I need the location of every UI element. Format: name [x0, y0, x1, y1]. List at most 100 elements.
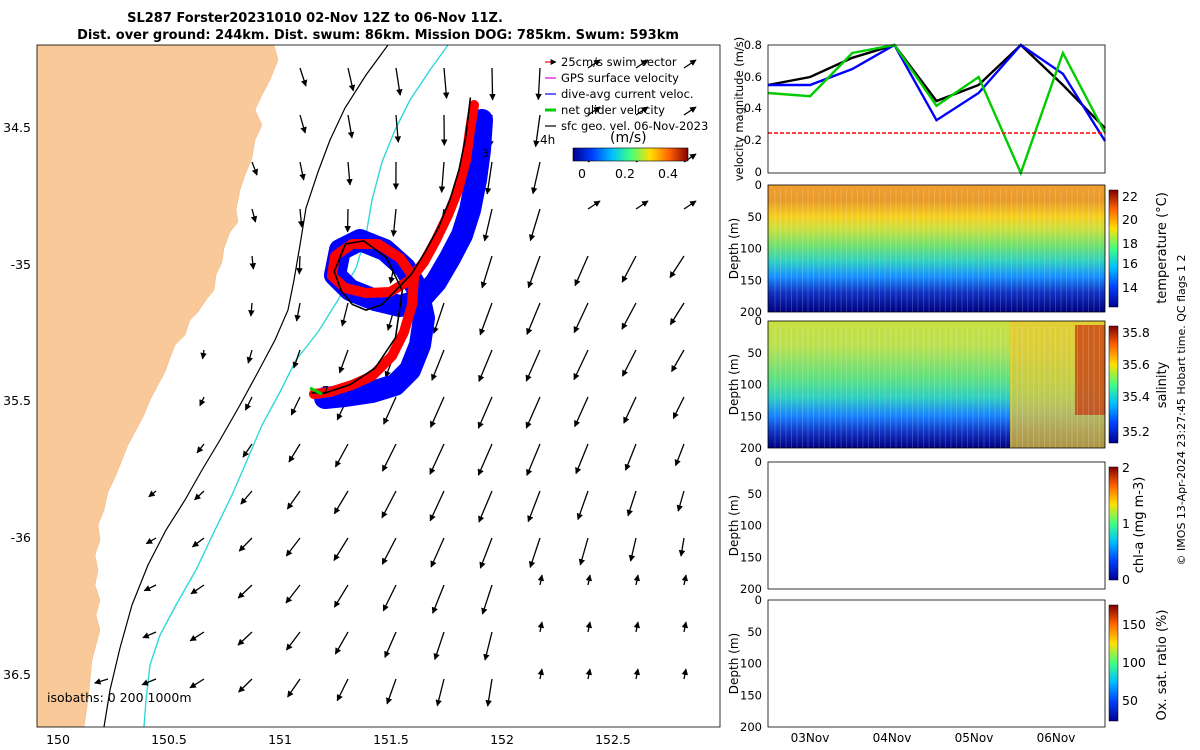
salinity-panel: 35.2 35.4 35.6 35.8 salinity — [767, 320, 1170, 449]
colorbar-tick-02: 0.2 — [615, 166, 635, 181]
depth-tick: 150 — [740, 688, 762, 702]
oxygen-colorbar — [1108, 604, 1119, 722]
geo-velocity-arrow — [585, 574, 593, 586]
geo-velocity-arrow — [479, 537, 493, 569]
temperature-cbar-label: temperature (°C) — [1155, 192, 1170, 304]
geo-velocity-arrow — [429, 443, 445, 475]
depth-axes: 0 50 100 150 200 Depth (m) 0 50 100 150 200 Depth (… — [727, 178, 762, 734]
geo-velocity-arrow — [535, 67, 542, 101]
map-xtick-label: 150 — [46, 732, 70, 747]
geo-velocity-arrow — [628, 537, 637, 562]
legend-sfc-geo: sfc geo. vel. 06-Nov-2023 — [561, 119, 708, 133]
velocity-series-line — [767, 43, 1107, 177]
geo-velocity-arrow — [242, 443, 253, 458]
figure-title-line2: Dist. over ground: 244km. Dist. swum: 86… — [77, 28, 679, 43]
geo-velocity-arrow — [479, 302, 493, 336]
time-tick: 04Nov — [873, 731, 912, 745]
depth-tick: 200 — [740, 305, 762, 319]
geo-velocity-arrow — [621, 255, 637, 283]
velocity-series-line — [767, 43, 1106, 130]
geo-velocity-arrow — [287, 678, 301, 698]
geo-velocity-arrow — [299, 67, 308, 87]
geo-velocity-arrow — [145, 537, 157, 545]
geo-velocity-arrow — [194, 490, 205, 501]
map-xtick-label: 151.5 — [373, 732, 409, 747]
salinity-frame — [767, 320, 1106, 449]
geo-velocity-arrow — [196, 443, 205, 454]
legend-net-glider: net glider velocity — [561, 103, 665, 117]
geo-velocity-arrow — [669, 255, 685, 279]
geo-velocity-arrow — [678, 537, 686, 557]
time-tick: 05Nov — [955, 731, 994, 745]
time-tick: 03Nov — [791, 731, 830, 745]
geo-velocity-arrow — [386, 678, 397, 705]
geo-velocity-arrow — [286, 490, 301, 510]
salinity-cbar-label: salinity — [1155, 361, 1170, 408]
velocity-frame — [767, 44, 1106, 174]
salinity-colorbar — [1108, 325, 1119, 444]
depth-tick: 0 — [755, 178, 762, 192]
geo-velocity-arrow — [574, 255, 589, 287]
net-glider-velocity-marker — [309, 386, 323, 396]
vel-ytick: 0.2 — [744, 133, 762, 147]
chla-cbar-tick: 1 — [1122, 516, 1130, 531]
geo-velocity-arrow — [527, 255, 541, 289]
geo-velocity-arrow — [623, 396, 637, 424]
geo-velocity-arrow — [290, 396, 301, 416]
geo-velocity-arrow — [531, 161, 541, 195]
map-frame — [36, 44, 721, 728]
geo-velocity-arrow — [482, 208, 493, 242]
map-x-ticks: 150 150.5 151 151.5 152 152.5 — [46, 732, 631, 747]
geo-velocity-arrow — [238, 537, 253, 552]
geo-velocity-arrow — [190, 584, 205, 595]
map-y-ticks: 34.5 -35 35.5 -36 36.5 — [3, 120, 31, 682]
sal-cbar-tick: 35.4 — [1122, 389, 1150, 404]
geo-velocity-arrow — [336, 678, 349, 702]
figure-title-line1: SL287 Forster20231010 02-Nov 12Z to 06-N… — [127, 11, 503, 26]
geo-velocity-arrow — [285, 584, 301, 604]
geo-velocity-arrow — [430, 537, 445, 568]
geo-velocity-arrow — [669, 302, 685, 326]
geo-velocity-arrow — [672, 396, 685, 420]
depth-tick: 50 — [747, 210, 762, 224]
geo-velocity-arrow — [250, 208, 258, 223]
geo-velocity-arrow — [478, 349, 493, 383]
geo-velocity-arrow — [346, 161, 353, 186]
geo-velocity-arrow — [442, 67, 450, 99]
imos-credit: © IMOS 13-Apr-2024 23:27:45 Hobart time.… — [1175, 255, 1188, 566]
geo-velocity-arrow — [435, 678, 445, 707]
vel-ytick: 0 — [755, 165, 762, 179]
geo-velocity-arrow — [527, 490, 541, 523]
legend-dive-avg: dive-avg current veloc. — [561, 87, 694, 101]
geo-velocity-arrow — [681, 621, 689, 633]
geo-velocity-arrow — [633, 668, 641, 680]
velocity-plot-area — [768, 45, 1105, 173]
colorbar-tick-04: 0.4 — [658, 166, 678, 181]
temp-cbar-tick: 14 — [1122, 280, 1138, 295]
geo-velocity-arrow — [671, 349, 685, 373]
geo-velocity-arrow — [575, 443, 589, 475]
geo-velocity-arrow — [347, 114, 355, 139]
temperature-profile-gaps — [774, 190, 1100, 312]
ox-cbar-tick: 150 — [1122, 617, 1146, 632]
legend-swim-vector: 25cm/s swim vector — [561, 55, 677, 69]
geo-velocity-arrow — [624, 443, 637, 471]
geo-velocity-arrow — [433, 631, 445, 661]
geo-velocity-arrow — [191, 537, 205, 548]
colorbar-unit: (m/s) — [610, 130, 647, 146]
chla-cbar-tick: 2 — [1122, 460, 1130, 475]
geo-velocity-arrow — [431, 584, 445, 614]
geo-velocity-arrow — [199, 396, 206, 407]
geo-velocity-arrow — [292, 349, 301, 369]
geo-velocity-arrow — [633, 574, 641, 586]
geo-velocity-arrow — [334, 443, 349, 468]
map-panel: 3 7 25cm/s swim vector GPS surface veloc… — [3, 44, 721, 747]
velocity-panel: 0 0.2 0.4 0.6 0.8 velocity magnitude (m/… — [732, 37, 1107, 181]
geo-velocity-arrow — [576, 490, 589, 521]
geo-velocity-arrow — [431, 349, 445, 381]
map-ytick-label: 35.5 — [3, 393, 31, 408]
geo-velocity-arrow — [573, 302, 589, 334]
geo-velocity-arrow — [382, 584, 397, 612]
geo-velocity-arrow — [526, 443, 541, 476]
geo-velocity-arrow — [480, 255, 493, 289]
